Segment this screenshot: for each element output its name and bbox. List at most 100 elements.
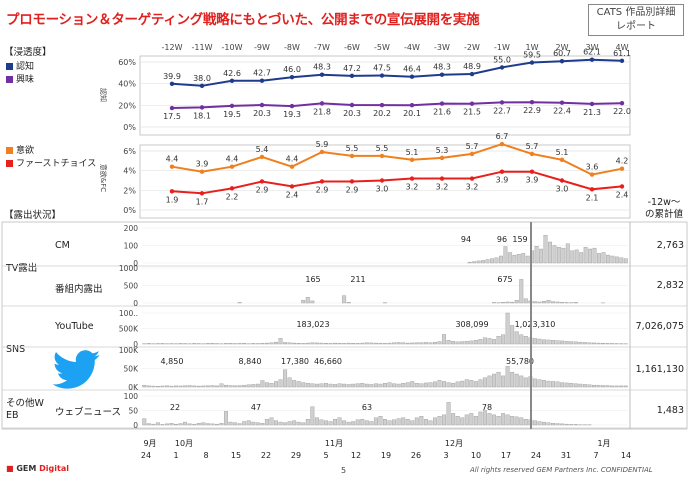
bar <box>588 248 593 264</box>
legend-awareness-0: 認知 <box>6 59 34 72</box>
data-point-ファーストチョイス <box>439 176 445 181</box>
bar <box>337 417 342 426</box>
bar <box>305 419 310 426</box>
data-point-興味 <box>199 105 205 110</box>
bar <box>310 406 315 426</box>
bar <box>346 384 351 388</box>
bar <box>228 343 233 345</box>
bar <box>237 302 242 304</box>
bar <box>228 421 233 426</box>
data-label: 2.9 <box>316 185 329 194</box>
date-day-label: 17 <box>501 451 511 460</box>
bar <box>496 416 501 426</box>
series-line-意欲 <box>171 143 623 176</box>
bar <box>378 343 383 345</box>
bar <box>351 343 356 345</box>
bar <box>437 341 442 345</box>
data-point-認知 <box>289 74 295 80</box>
data-label: 42.6 <box>223 69 241 78</box>
legend-intent-1: ファーストチョイス <box>6 156 96 169</box>
data-label: 18.1 <box>193 111 211 120</box>
bar <box>501 375 506 388</box>
report-badge: CATS 作品別詳細 レポート <box>588 4 684 36</box>
bar <box>214 423 219 426</box>
peak-label: 96 <box>497 235 507 244</box>
data-point-認知 <box>499 65 505 70</box>
bar <box>510 325 515 345</box>
data-label: 3.9 <box>526 176 539 185</box>
y-tick-label: 20% <box>118 101 136 110</box>
bar <box>405 382 410 388</box>
data-point-意欲 <box>499 141 505 147</box>
bar <box>446 402 451 426</box>
data-point-認知 <box>169 81 175 86</box>
bar <box>514 331 519 345</box>
bar <box>364 383 369 388</box>
bar <box>542 339 546 345</box>
bar <box>560 302 565 304</box>
bar <box>619 257 624 264</box>
section-exposure: 【露出状況】 <box>4 210 62 221</box>
legend-label: 興味 <box>16 75 35 85</box>
week-header: -11W <box>192 43 213 52</box>
data-label: 3.9 <box>196 160 209 169</box>
bar <box>542 380 546 388</box>
data-point-興味 <box>589 101 595 107</box>
bar <box>274 341 278 345</box>
date-day-label: 31 <box>561 451 571 460</box>
bar <box>503 246 508 264</box>
bar <box>224 343 228 345</box>
data-point-認知 <box>229 78 235 84</box>
series-line-ファーストチョイス <box>171 170 623 195</box>
bar <box>333 419 338 426</box>
bar <box>519 417 524 426</box>
data-label: 39.9 <box>163 72 181 81</box>
data-point-ファーストチョイス <box>169 189 175 194</box>
data-point-興味 <box>469 101 475 106</box>
bar <box>519 334 524 345</box>
bar <box>246 384 251 388</box>
data-point-意欲 <box>559 157 565 163</box>
bar <box>605 385 610 388</box>
data-label: 20.3 <box>253 109 271 118</box>
bar <box>578 383 583 388</box>
bar <box>478 411 483 426</box>
data-label: 5.1 <box>556 148 569 157</box>
bar <box>196 385 201 388</box>
data-label: 4.4 <box>226 155 239 164</box>
data-label: 5.9 <box>316 140 329 149</box>
bar <box>546 300 551 304</box>
brand-logo: ■ GEM Digital <box>6 464 69 473</box>
bar <box>255 422 260 426</box>
bar <box>423 342 428 345</box>
bar <box>269 417 274 426</box>
bar <box>183 385 188 388</box>
bar <box>242 384 247 388</box>
bar <box>383 343 387 345</box>
bar <box>601 343 605 345</box>
date-day-label: 22 <box>261 451 271 460</box>
bar <box>437 416 442 426</box>
bar <box>478 339 483 345</box>
bar <box>510 301 515 304</box>
badge-line-2: レポート <box>616 21 656 32</box>
data-point-意欲 <box>259 154 265 160</box>
bar <box>342 343 347 345</box>
bar <box>192 343 197 345</box>
y-tick-label: 6% <box>123 147 136 156</box>
bar <box>574 249 579 264</box>
bar <box>292 342 297 345</box>
bar <box>464 379 469 388</box>
bar <box>510 416 515 426</box>
week-header: 2W <box>556 43 569 52</box>
date-day-label: 12 <box>351 451 361 460</box>
bar <box>564 302 569 304</box>
week-header: -2W <box>464 43 480 52</box>
bar <box>532 338 537 345</box>
bar <box>501 334 506 345</box>
bar <box>310 383 315 388</box>
bar <box>360 419 365 426</box>
date-day-label: 5 <box>323 451 328 460</box>
bar <box>492 373 496 388</box>
date-day-label: 19 <box>381 451 391 460</box>
